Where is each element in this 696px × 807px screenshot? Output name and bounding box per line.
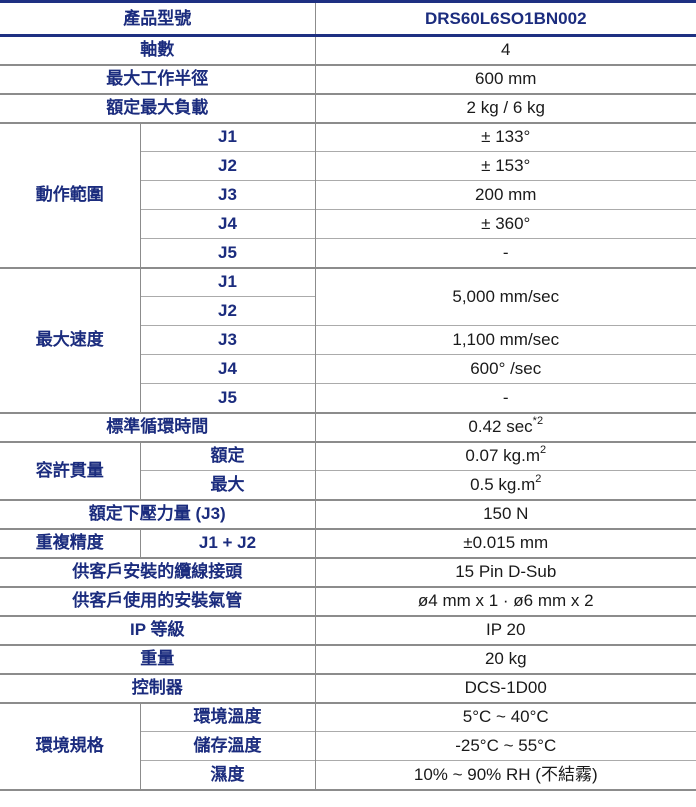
table-row-max-speed-j3: J3 1,100 mm/sec	[0, 325, 696, 355]
table-row-rated-press-force: 額定下壓力量 (J3) 150 N	[0, 498, 696, 529]
row-value: 5°C ~ 40°C	[314, 701, 696, 732]
row-value: 5,000 mm/sec	[314, 266, 696, 326]
row-sublabel: 儲存溫度	[139, 731, 315, 761]
row-sublabel: J1	[139, 121, 315, 152]
table-row-max-speed-j5: J5 -	[0, 383, 696, 413]
table-row-rated-max-payload: 額定最大負載 2 kg / 6 kg	[0, 92, 696, 123]
row-value: 20 kg	[314, 643, 696, 674]
row-value: -	[314, 238, 696, 268]
table-row-ip-rating: IP 等級 IP 20	[0, 614, 696, 645]
table-row-motion-range-j1: 動作範圍 J1 ± 133°	[0, 121, 696, 268]
row-label: 供客戶安裝的纜線接頭	[0, 556, 315, 587]
row-sublabel: 最大	[139, 470, 315, 500]
row-sublabel: J4	[139, 354, 315, 384]
table-row-max-speed-j1: 最大速度 J1 5,000 mm/sec	[0, 266, 696, 413]
table-row-motion-range-j5: J5 -	[0, 238, 696, 268]
table-row-max-speed-j4: J4 600° /sec	[0, 354, 696, 384]
row-value: ø4 mm x 1 · ø6 mm x 2	[314, 585, 696, 616]
row-value: 600° /sec	[314, 354, 696, 384]
section-label-motion-range: 動作範圍	[0, 121, 140, 268]
row-label: 控制器	[0, 672, 315, 703]
row-value: 2 kg / 6 kg	[314, 92, 696, 123]
row-value: 600 mm	[314, 63, 696, 94]
row-value: 200 mm	[314, 180, 696, 210]
value-superscript: 2	[535, 472, 542, 485]
table-row-controller: 控制器 DCS-1D00	[0, 672, 696, 703]
row-label: 最大工作半徑	[0, 63, 315, 94]
row-label: 軸數	[0, 34, 315, 65]
table-row-max-working-radius: 最大工作半徑 600 mm	[0, 63, 696, 94]
header-row: 產品型號 DRS60L6SO1BN002	[0, 0, 696, 37]
row-sublabel: J3	[139, 180, 315, 210]
row-label: 額定最大負載	[0, 92, 315, 123]
table-row-repeatability: 重複精度 J1 + J2 ±0.015 mm	[0, 527, 696, 558]
section-label-max-speed: 最大速度	[0, 266, 140, 413]
row-value: 10% ~ 90% RH (不結霧)	[314, 760, 696, 791]
row-value: 4	[314, 34, 696, 65]
value-text: 0.5 kg.m	[470, 474, 536, 494]
table-row-allowable-inertia-max: 最大 0.5 kg.m2	[0, 470, 696, 500]
table-row-motion-range-j3: J3 200 mm	[0, 180, 696, 210]
row-label: 重量	[0, 643, 315, 674]
row-value: 0.5 kg.m2	[314, 470, 696, 500]
row-value: 150 N	[314, 498, 696, 529]
row-label: 供客戶使用的安裝氣管	[0, 585, 315, 616]
row-sublabel: J2	[139, 151, 315, 181]
row-label: 重複精度	[0, 527, 140, 558]
table-row-allowable-inertia-rated: 容許貫量 額定 0.07 kg.m2	[0, 440, 696, 500]
row-value: DCS-1D00	[314, 672, 696, 703]
row-value: -	[314, 383, 696, 413]
row-label: 額定下壓力量 (J3)	[0, 498, 315, 529]
row-value: ± 153°	[314, 151, 696, 181]
row-sublabel: 額定	[139, 440, 315, 471]
table-row-environment-storage-temp: 儲存溫度 -25°C ~ 55°C	[0, 731, 696, 761]
product-model-value: DRS60L6SO1BN002	[314, 0, 696, 37]
row-value: -25°C ~ 55°C	[314, 731, 696, 761]
table-row-axes: 軸數 4	[0, 34, 696, 65]
table-row-customer-cable-connector: 供客戶安裝的纜線接頭 15 Pin D-Sub	[0, 556, 696, 587]
row-sublabel: J1	[139, 266, 315, 297]
product-model-label: 產品型號	[0, 0, 315, 37]
row-value: ± 133°	[314, 121, 696, 152]
value-text: 0.42 sec	[468, 417, 533, 437]
row-sublabel: J3	[139, 325, 315, 355]
table-row-weight: 重量 20 kg	[0, 643, 696, 674]
value-superscript: 2	[540, 444, 547, 457]
row-sublabel: J4	[139, 209, 315, 239]
row-value: ± 360°	[314, 209, 696, 239]
row-value: 0.07 kg.m2	[314, 440, 696, 471]
table-row-motion-range-j2: J2 ± 153°	[0, 151, 696, 181]
section-label-environment: 環境規格	[0, 701, 140, 791]
table-row-standard-cycle-time: 標準循環時間 0.42 sec*2	[0, 411, 696, 442]
value-superscript: *2	[532, 415, 544, 428]
row-value: IP 20	[314, 614, 696, 645]
row-value: ±0.015 mm	[314, 527, 696, 558]
row-label: IP 等級	[0, 614, 315, 645]
table-row-motion-range-j4: J4 ± 360°	[0, 209, 696, 239]
row-value: 1,100 mm/sec	[314, 325, 696, 355]
value-text: 0.07 kg.m	[465, 446, 541, 466]
table-row-max-speed-j2: J2	[0, 296, 696, 326]
row-sublabel: 環境溫度	[139, 701, 315, 732]
section-label-allowable-inertia: 容許貫量	[0, 440, 140, 500]
table-row-environment-ambient-temp: 環境規格 環境溫度 5°C ~ 40°C	[0, 701, 696, 791]
row-sublabel: J1 + J2	[139, 527, 315, 558]
row-value: 0.42 sec*2	[314, 411, 696, 442]
row-sublabel: J5	[139, 383, 315, 413]
row-label: 標準循環時間	[0, 411, 315, 442]
row-sublabel: J5	[139, 238, 315, 268]
row-sublabel: 濕度	[139, 760, 315, 791]
row-sublabel: J2	[139, 296, 315, 326]
row-value: 15 Pin D-Sub	[314, 556, 696, 587]
table-row-customer-air-tubes: 供客戶使用的安裝氣管 ø4 mm x 1 · ø6 mm x 2	[0, 585, 696, 616]
table-row-environment-humidity: 濕度 10% ~ 90% RH (不結霧)	[0, 760, 696, 791]
